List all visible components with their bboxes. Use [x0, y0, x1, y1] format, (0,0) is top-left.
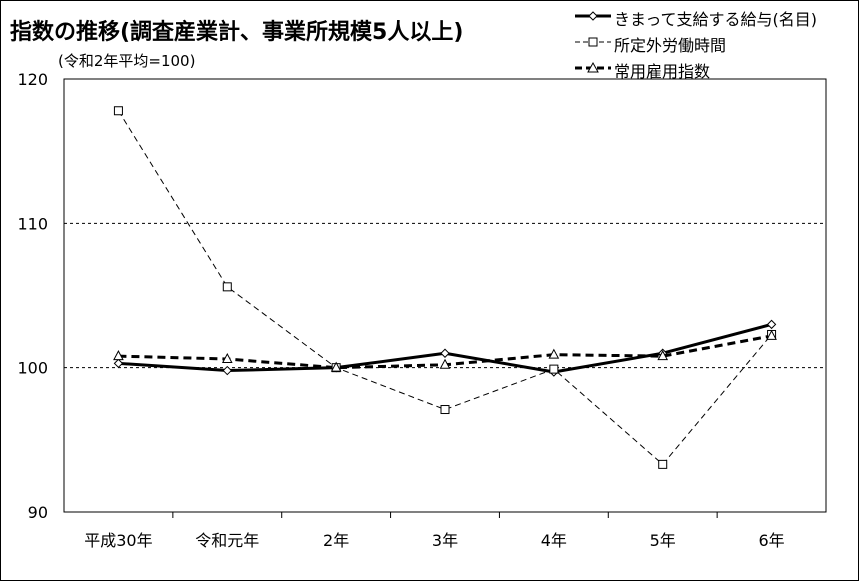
data-point-employment	[766, 329, 777, 340]
data-point-employment	[221, 352, 233, 364]
data-point-employment	[330, 361, 342, 372]
x-tick-label: 4年	[541, 531, 567, 550]
legend-label-employment: 常用雇用指数	[614, 62, 711, 81]
data-point-overtime	[440, 405, 450, 415]
plot-area	[63, 78, 827, 513]
legend: きまって支給する給与(名目) 所定外労働時間 常用雇用指数	[574, 4, 854, 82]
data-point-wages	[113, 358, 124, 369]
y-tick-label: 90	[28, 503, 48, 522]
data-point-employment	[439, 358, 451, 369]
data-point-wages	[222, 365, 232, 376]
x-tick-label: 6年	[758, 531, 784, 550]
legend-swatch-wages	[575, 11, 611, 21]
legend-label-overtime: 所定外労働時間	[614, 36, 727, 55]
data-point-overtime	[658, 459, 668, 469]
legend-swatch-employment	[575, 61, 611, 73]
legend-item-employment: 常用雇用指数	[574, 56, 854, 82]
chart-subtitle: (令和2年平均=100)	[58, 52, 196, 70]
x-tick-label: 3年	[432, 531, 458, 550]
data-point-overtime	[113, 106, 123, 116]
data-point-overtime	[549, 364, 559, 374]
data-point-overtime	[222, 282, 232, 292]
x-tick-label: 5年	[650, 531, 676, 550]
data-point-employment	[113, 350, 124, 361]
y-tick-label: 110	[17, 214, 48, 233]
x-tick-label: 平成30年	[84, 531, 152, 550]
data-point-employment	[657, 350, 669, 361]
data-point-employment	[548, 348, 560, 359]
y-tick-label: 120	[17, 70, 48, 89]
x-tick-label: 2年	[323, 531, 349, 550]
legend-swatch-overtime	[575, 37, 611, 47]
data-point-wages	[766, 319, 777, 330]
legend-label-wages: きまって支給する給与(名目)	[614, 10, 818, 29]
data-point-wages	[440, 348, 450, 358]
chart-title: 指数の推移(調査産業計、事業所規模5人以上)	[10, 20, 464, 45]
y-tick-label: 100	[17, 359, 48, 378]
x-tick-label: 令和元年	[195, 531, 259, 550]
legend-item-overtime: 所定外労働時間	[574, 30, 854, 56]
legend-item-wages: きまって支給する給与(名目)	[574, 4, 854, 30]
